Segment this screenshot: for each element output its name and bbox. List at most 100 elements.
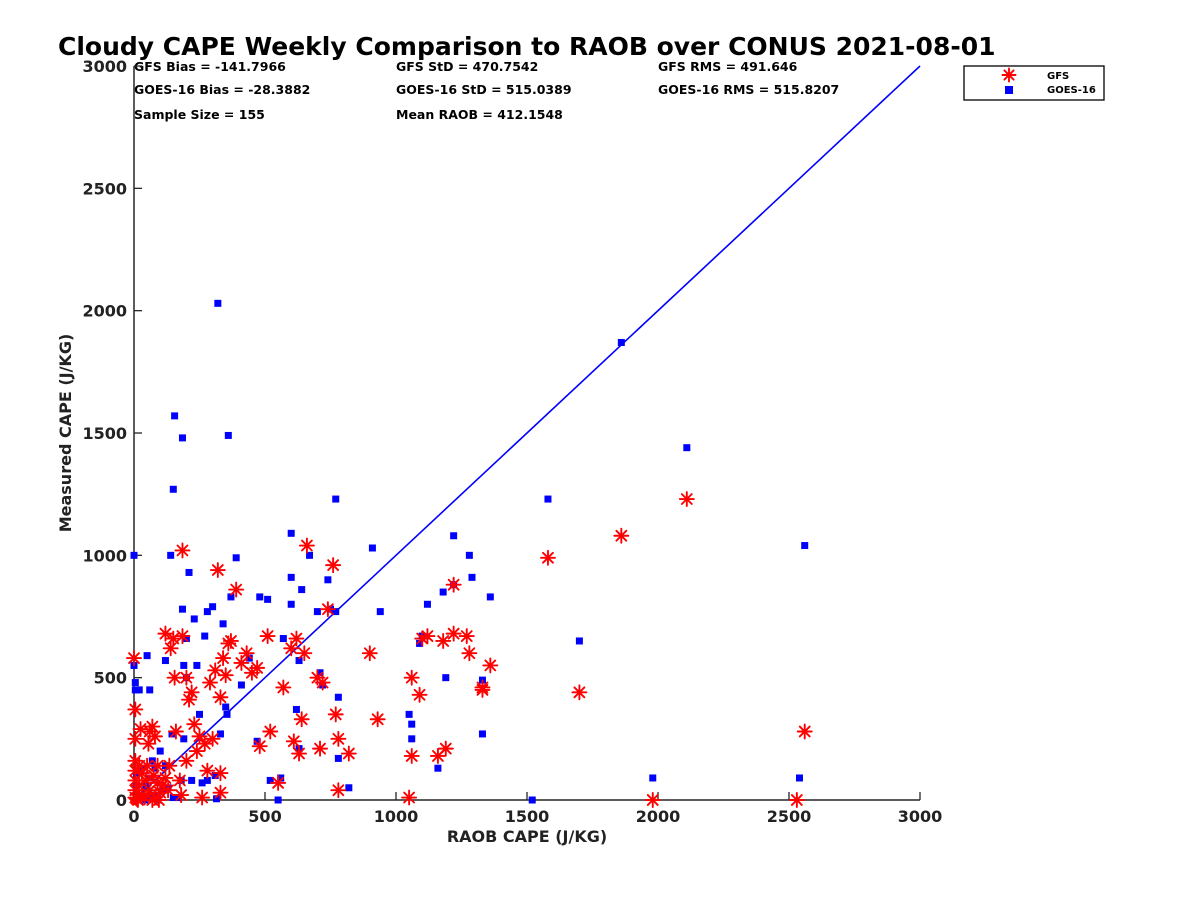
- goes-16-point: [171, 412, 179, 420]
- goes-16-point: [279, 635, 287, 643]
- gfs-point: [361, 645, 378, 662]
- goes-16-point: [423, 600, 431, 608]
- goes-16-point: [131, 679, 139, 687]
- gfs-point: [319, 601, 336, 618]
- stat-gfs-bias: GFS Bias = -141.7966: [134, 59, 286, 74]
- gfs-point: [212, 689, 229, 706]
- gfs-point: [314, 674, 331, 691]
- gfs-point: [270, 774, 287, 791]
- gfs-point: [312, 740, 328, 757]
- goes-16-point: [345, 784, 353, 792]
- goes-16-point: [442, 674, 450, 682]
- goes-16-point: [332, 495, 340, 503]
- gfs-point: [288, 630, 305, 647]
- goes-16-point: [801, 542, 809, 550]
- gfs-point: [330, 730, 347, 747]
- stat-goes-std: GOES-16 StD = 515.0389: [396, 82, 572, 97]
- x-axis-label: RAOB CAPE (J/KG): [447, 827, 607, 846]
- goes-16-point: [256, 593, 264, 601]
- gfs-point: [132, 721, 149, 737]
- goes-16-point: [156, 747, 164, 755]
- gfs-point: [403, 748, 420, 764]
- goes-16-point: [227, 593, 235, 601]
- goes-16-point: [468, 573, 476, 581]
- goes-16-point: [190, 615, 198, 623]
- goes-16-point: [213, 795, 221, 803]
- gfs-point: [435, 633, 452, 649]
- gfs-point: [788, 792, 805, 808]
- goes-16-point: [528, 796, 536, 804]
- gfs-point: [411, 686, 428, 703]
- goes-16-point: [408, 735, 416, 743]
- goes-16-point: [168, 730, 176, 738]
- x-tick-label: 500: [248, 807, 281, 826]
- gfs-points: [126, 491, 813, 808]
- one-to-one-line: [133, 65, 921, 801]
- y-tick-label: 500: [94, 669, 127, 688]
- goes-16-point: [324, 576, 332, 584]
- gfs-point: [327, 706, 344, 723]
- gfs-point: [222, 633, 239, 649]
- gfs-point: [293, 711, 310, 728]
- gfs-point: [482, 657, 499, 674]
- legend-box: [963, 65, 1105, 101]
- goes-16-point: [245, 654, 253, 662]
- plot-axes: 0 500 1000 1500 2000 2500 3000 0 500 1000 1500 2000…: [82, 57, 942, 826]
- gfs-point: [259, 628, 276, 645]
- goes-16-point: [416, 639, 424, 647]
- gfs-point: [144, 718, 161, 735]
- goes-16-point: [376, 608, 384, 616]
- goes-16-point: [203, 608, 211, 616]
- goes-16-point: [408, 720, 416, 728]
- gfs-point: [461, 645, 478, 662]
- gfs-point: [262, 723, 279, 740]
- goes-16-point: [313, 608, 321, 616]
- gfs-point: [199, 762, 216, 779]
- gfs-point: [298, 537, 315, 554]
- gfs-point: [178, 669, 195, 686]
- gfs-point: [291, 745, 308, 762]
- gfs-point: [445, 625, 462, 642]
- gfs-point: [369, 711, 386, 728]
- goes-16-point: [209, 603, 217, 611]
- gfs-point: [217, 667, 234, 684]
- x-tick-label: 2500: [767, 807, 812, 826]
- goes-16-point: [131, 686, 139, 694]
- gfs-point: [160, 782, 177, 799]
- x-tick-label: 1000: [374, 807, 419, 826]
- x-tick-label: 3000: [898, 807, 943, 826]
- goes-16-point: [185, 568, 193, 576]
- legend-gfs-marker: [1001, 67, 1017, 83]
- stat-goes-bias: GOES-16 Bias = -28.3882: [134, 82, 310, 97]
- gfs-point: [249, 659, 266, 676]
- gfs-point: [178, 752, 195, 769]
- goes-16-point: [188, 776, 196, 784]
- stat-gfs-rms: GFS RMS = 491.646: [658, 59, 798, 74]
- gfs-point: [127, 701, 144, 718]
- gfs-point: [540, 549, 556, 566]
- gfs-point: [147, 728, 163, 745]
- stat-sample-size: Sample Size = 155: [134, 107, 265, 122]
- goes-16-point: [683, 444, 691, 452]
- stat-mean-raob: Mean RAOB = 412.1548: [396, 107, 563, 122]
- goes-16-point: [203, 776, 211, 784]
- y-axis-label: Measured CAPE (J/KG): [56, 334, 75, 533]
- goes-16-point: [178, 605, 186, 613]
- gfs-point: [325, 557, 342, 574]
- goes-16-point: [214, 299, 222, 307]
- y-tick-label: 0: [116, 791, 127, 810]
- goes-16-point: [135, 686, 143, 694]
- goes-16-point: [266, 776, 274, 784]
- goes-16-point: [316, 669, 324, 677]
- gfs-point: [644, 792, 661, 808]
- gfs-point: [571, 684, 588, 701]
- goes-16-point: [334, 693, 342, 701]
- goes-16-point: [334, 754, 342, 762]
- y-tick-label: 2000: [82, 302, 127, 321]
- gfs-point: [174, 542, 191, 559]
- gfs-point: [613, 527, 630, 544]
- goes-16-point: [544, 495, 552, 503]
- goes-16-point: [182, 635, 190, 643]
- goes-16-point: [193, 661, 201, 669]
